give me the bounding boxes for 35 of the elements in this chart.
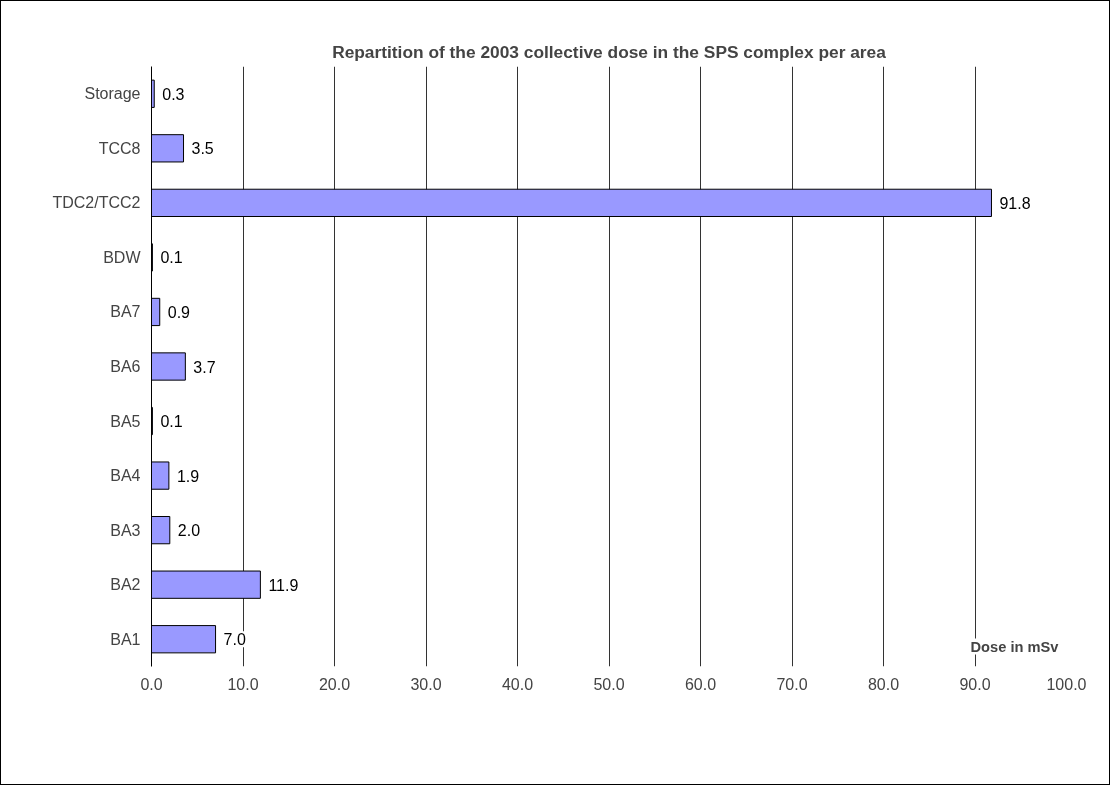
data-label: 3.7 bbox=[193, 358, 216, 376]
data-label: 1.9 bbox=[176, 467, 200, 485]
y-tick-label: BA5 bbox=[110, 412, 141, 430]
x-tick-label: 40.0 bbox=[501, 675, 534, 693]
chart-title: Repartition of the 2003 collective dose in the SPS complex per area bbox=[332, 41, 887, 62]
y-tick-label: Storage bbox=[84, 85, 141, 103]
y-tick-label: BA1 bbox=[110, 630, 141, 648]
y-tick-label: BA6 bbox=[110, 358, 141, 375]
x-tick-label: 50.0 bbox=[593, 675, 625, 693]
y-tick-label: BA7 bbox=[110, 303, 141, 321]
data-label: 3.5 bbox=[191, 140, 214, 158]
data-label: 91.8 bbox=[999, 194, 1031, 212]
x-tick-label: 30.0 bbox=[410, 675, 442, 693]
y-tick-label: BA2 bbox=[110, 576, 141, 594]
x-tick-label: 60.0 bbox=[684, 675, 717, 693]
data-label: 11.9 bbox=[268, 576, 299, 594]
data-label: 0.1 bbox=[160, 249, 183, 267]
y-tick-label: BA3 bbox=[110, 521, 141, 539]
y-tick-label: BDW bbox=[103, 248, 142, 266]
y-tick-label: TDC2/TCC2 bbox=[52, 194, 141, 212]
data-label: 7.0 bbox=[223, 631, 246, 649]
x-tick-label: 90.0 bbox=[959, 675, 991, 693]
data-label: 0.1 bbox=[160, 413, 183, 431]
x-tick-label: 80.0 bbox=[867, 675, 900, 693]
data-label: 2.0 bbox=[177, 522, 201, 540]
x-tick-label: 20.0 bbox=[318, 675, 351, 693]
x-tick-label: 10.0 bbox=[227, 675, 259, 693]
y-tick-label: BA4 bbox=[110, 467, 141, 485]
data-label: 0.3 bbox=[162, 85, 185, 103]
x-tick-label: 100.0 bbox=[1046, 675, 1087, 693]
x-tick-label: 70.0 bbox=[776, 675, 808, 693]
y-tick-label: TCC8 bbox=[98, 139, 141, 157]
data-label: 0.9 bbox=[167, 303, 191, 321]
x-axis-title: Dose in mSv bbox=[970, 638, 1060, 655]
x-tick-label: 0.0 bbox=[140, 675, 163, 693]
